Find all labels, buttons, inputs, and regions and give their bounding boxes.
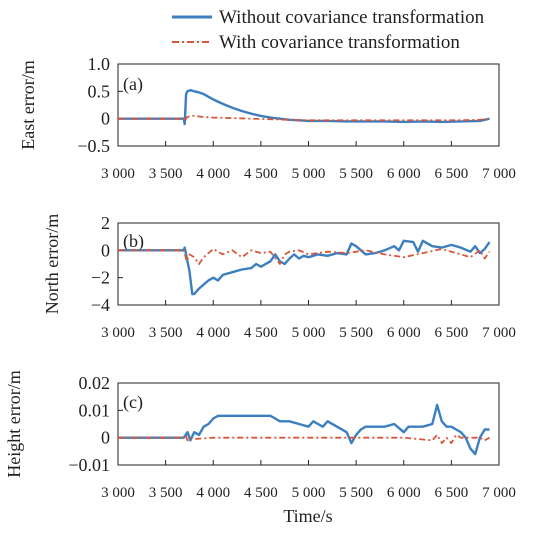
x-tick-label: 6 500 [435,485,469,501]
series-line-with [118,248,491,265]
y-tick-label: 2 [101,213,110,233]
x-tick-label: 3 000 [101,485,135,501]
x-tick-label: 3 500 [149,325,183,341]
x-tick-label: 5 000 [292,485,326,501]
x-tick-label: 7 000 [482,325,516,341]
x-tick-label: 6 000 [387,485,421,501]
x-tick-label: 3 000 [101,325,135,341]
x-tick-label: 5 000 [292,325,326,341]
panel-label: (a) [123,74,143,95]
x-tick-label: 4 000 [196,325,230,341]
x-tick-label: 7 000 [482,485,516,501]
series-line-without [118,88,490,126]
x-tick-label: 6 000 [387,166,421,182]
y-tick-label: 0.02 [79,373,111,393]
x-tick-label: 4 500 [244,166,278,182]
legend-label-with: With covariance transformation [219,32,460,53]
series-line-with [118,433,490,445]
x-tick-label: 6 500 [435,325,469,341]
y-tick-label: 1.0 [88,54,111,74]
y-tick-label: 0.5 [88,81,111,101]
series-group [118,88,490,126]
x-tick-label: 4 000 [196,166,230,182]
y-ticks: −4 −2 0 2 [91,213,123,315]
x-tick-label: 5 500 [339,166,373,182]
y-tick-label: 0 [101,428,110,448]
plot-frame [117,222,500,306]
x-ticks: 3 000 3 500 4 000 4 500 5 000 5 500 6 000 6 500… [101,460,516,501]
x-tick-label: 5 000 [292,166,326,182]
x-tick-label: 3 500 [149,485,183,501]
y-tick-label: −0.5 [77,136,110,156]
series-group [118,239,491,296]
series-line-without [118,239,491,296]
series-group [118,403,490,456]
y-axis-label: Height error/m [4,370,24,477]
x-tick-label: 5 500 [339,485,373,501]
x-tick-label: 3 500 [149,166,183,182]
x-tick-label: 4 000 [196,485,230,501]
panel-label: (c) [123,392,143,413]
y-ticks: −0.01 0 0.01 0.02 [68,373,123,475]
x-tick-label: 6 000 [387,325,421,341]
x-tick-label: 4 500 [244,485,278,501]
y-tick-label: 0.01 [79,400,111,420]
panel-label: (b) [123,231,144,252]
legend-label-without: Without covariance transformation [219,7,485,28]
x-tick-label: 4 500 [244,325,278,341]
x-ticks: 3 000 3 500 4 000 4 500 5 000 5 500 6 000 6 500… [101,141,516,182]
x-tick-label: 7 000 [482,166,516,182]
series-line-without [118,403,490,456]
x-ticks: 3 000 3 500 4 000 4 500 5 000 5 500 6 000 6 500… [101,300,516,341]
y-tick-label: −0.01 [68,455,110,475]
x-tick-label: 3 000 [101,166,135,182]
y-axis-label: East error/m [18,60,38,149]
x-tick-label: 5 500 [339,325,373,341]
y-tick-label: −4 [91,295,110,315]
y-tick-label: −2 [91,268,110,288]
panel-b: (b) North error/m −4 −2 0 2 3 000 3 500 4 000… [42,213,516,341]
x-axis-label: Time/s [283,506,332,526]
series-line-with [118,115,490,123]
x-tick-label: 6 500 [435,166,469,182]
panel-a: (a) East error/m −0.5 0 0.5 1.0 3 000 3 500 4… [18,54,516,182]
y-axis-label: North error/m [42,214,62,314]
plot-frame [117,382,500,466]
y-tick-label: 0 [101,240,110,260]
plot-frame [117,63,500,147]
y-tick-label: 0 [101,109,110,129]
y-ticks: −0.5 0 0.5 1.0 [77,54,123,156]
legend: Without covariance transformation With c… [172,7,485,53]
